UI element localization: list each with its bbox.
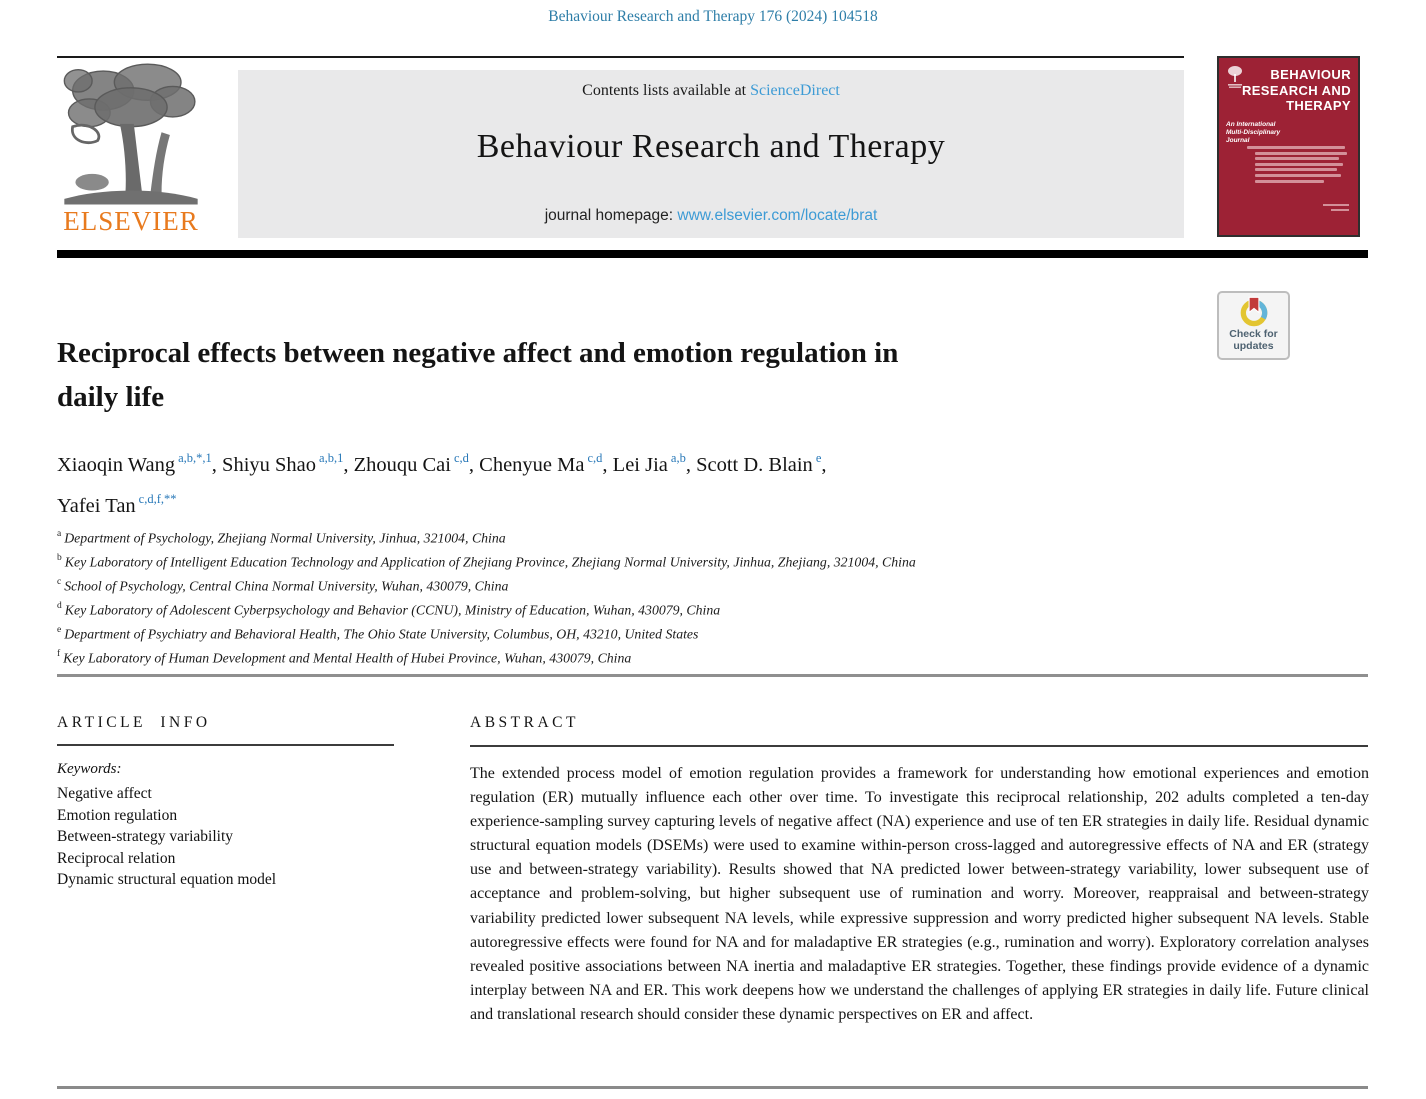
- masthead-band: Contents lists available at ScienceDirec…: [238, 70, 1184, 238]
- affiliation-line: a Department of Psychology, Zhejiang Norm…: [57, 529, 506, 546]
- author-name: Lei Jia: [612, 453, 668, 476]
- masthead-bottom-bar: [57, 250, 1368, 258]
- article-info-heading: ARTICLE INFO: [57, 714, 211, 731]
- author-name: Zhouqu Cai: [353, 453, 451, 476]
- journal-title: Behaviour Research and Therapy: [476, 128, 946, 165]
- article-info-rule: [57, 744, 394, 746]
- elsevier-logo[interactable]: ELSEVIER: [55, 60, 207, 240]
- author-affiliation-sup[interactable]: a,b,*,1: [178, 451, 212, 465]
- keywords-label: Keywords:: [57, 761, 122, 777]
- author-affiliation-sup[interactable]: a,b: [670, 451, 686, 465]
- affiliation-line: d Key Laboratory of Adolescent Cyberpsych…: [57, 601, 721, 618]
- author-affiliation-sup[interactable]: c,d: [587, 451, 603, 465]
- cover-issn-lines: [1323, 201, 1349, 211]
- badge-line1: Check for: [1229, 328, 1278, 340]
- authors-line-2: Yafei Tan c,d,f,**: [57, 483, 1237, 524]
- author-name: Yafei Tan: [57, 494, 136, 517]
- authors-line-1: Xiaoqin Wang a,b,*,1, Shiyu Shao a,b,1, Zh…: [57, 451, 827, 476]
- contents-text: Contents lists available at: [582, 82, 751, 99]
- header-top-rule: [57, 56, 1184, 58]
- author-name: Scott D. Blain: [696, 453, 813, 476]
- page-bottom-rule: [57, 1086, 1368, 1089]
- abstract-rule: [470, 745, 1368, 747]
- cover-subtitle: An International Multi-Disciplinary Jour…: [1226, 121, 1281, 144]
- author-affiliation-sup[interactable]: a,b,1: [319, 451, 344, 465]
- homepage-link[interactable]: www.elsevier.com/locate/brat: [677, 207, 878, 224]
- elsevier-tree-icon: [63, 63, 198, 205]
- cover-title: BEHAVIOUR RESEARCH AND THERAPY: [1241, 67, 1351, 113]
- keyword-item: Emotion regulation: [57, 806, 178, 824]
- section-divider-rule: [57, 674, 1368, 677]
- homepage-label: journal homepage:: [544, 207, 678, 224]
- keyword-item: Reciprocal relation: [57, 849, 176, 867]
- author-list: Xiaoqin Wang a,b,*,1, Shiyu Shao a,b,1, Zh…: [57, 442, 1237, 524]
- article-title: Reciprocal effects between negative affe…: [57, 337, 899, 413]
- sciencedirect-link[interactable]: ScienceDirect: [750, 82, 840, 99]
- affiliations: a Department of Psychology, Zhejiang Norm…: [57, 525, 1337, 669]
- affiliation-line: c School of Psychology, Central China Nor…: [57, 577, 509, 594]
- author-name: Xiaoqin Wang: [57, 453, 176, 476]
- cover-elsevier-mini-icon: [1228, 66, 1242, 88]
- check-for-updates-icon: [1240, 296, 1267, 327]
- cover-editor-lines: [1247, 146, 1351, 185]
- keyword-item: Between-strategy variability: [57, 828, 234, 846]
- author-name: Chenyue Ma: [479, 453, 585, 476]
- keyword-item: Negative affect: [57, 785, 152, 802]
- affiliation-line: b Key Laboratory of Intelligent Education…: [57, 553, 916, 570]
- badge-line2: updates: [1233, 340, 1274, 352]
- keyword-item: Dynamic structural equation model: [57, 871, 277, 889]
- elsevier-wordmark: ELSEVIER: [63, 206, 199, 236]
- abstract-text: The extended process model of emotion re…: [470, 765, 1369, 1023]
- check-for-updates-badge[interactable]: Check for updates: [1217, 291, 1290, 360]
- contents-line: Contents lists available at ScienceDirec…: [238, 82, 1184, 100]
- author-name: Shiyu Shao: [222, 453, 317, 476]
- journal-cover-thumbnail[interactable]: BEHAVIOUR RESEARCH AND THERAPY An Intern…: [1217, 56, 1360, 237]
- keywords-list: Negative affect Emotion regulation Between…: [57, 783, 276, 891]
- abstract-heading: ABSTRACT: [470, 714, 579, 731]
- author-affiliation-sup[interactable]: e: [815, 451, 822, 465]
- author-affiliation-sup[interactable]: c,d: [453, 451, 469, 465]
- author-affiliation-sup[interactable]: c,d,f,**: [138, 491, 177, 506]
- homepage-line: journal homepage: www.elsevier.com/locat…: [238, 207, 1184, 225]
- journal-citation[interactable]: Behaviour Research and Therapy 176 (2024…: [548, 8, 878, 25]
- affiliation-line: e Department of Psychiatry and Behavioral…: [57, 625, 699, 642]
- affiliation-line: f Key Laboratory of Human Development and…: [57, 649, 632, 666]
